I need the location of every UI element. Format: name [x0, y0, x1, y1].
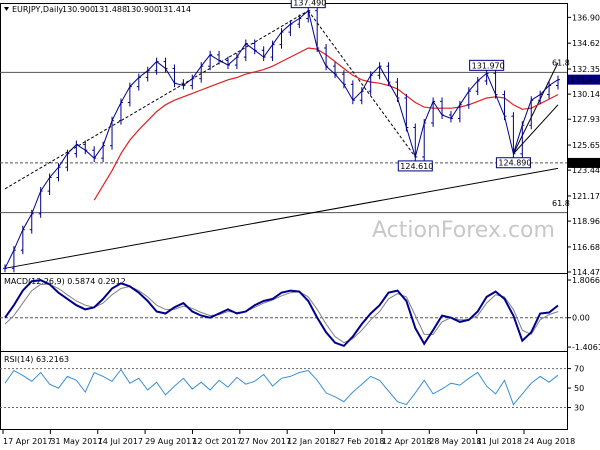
- price-annotation-box: [469, 59, 505, 71]
- ohlc-close: 131.414: [158, 5, 191, 14]
- price-y-tick-label: 127.930: [572, 115, 600, 124]
- rsi-panel-frame: [0, 351, 568, 430]
- price-y-tick-label: 116.685: [572, 243, 600, 252]
- macd-y-tick-label: -1.4061: [572, 343, 600, 352]
- trendline-3: [512, 62, 559, 154]
- last-price-badge: [568, 74, 600, 85]
- rsi-plot: [0, 368, 567, 409]
- x-tick-label: 29 Aug 2017: [145, 437, 196, 446]
- level-label: 124.080: [570, 159, 600, 168]
- x-tick-label: 12 Jan 2018: [287, 437, 335, 446]
- price-annotation: 124.890: [498, 159, 531, 168]
- price-annotation: 137.490: [293, 0, 326, 8]
- price-annotation-box: [495, 157, 531, 169]
- x-tick-label: 17 Apr 2017: [3, 437, 52, 446]
- last-price-label: 131.414: [570, 76, 600, 85]
- x-tick-label: 27 Nov 2017: [240, 437, 291, 446]
- price-line: [4, 9, 559, 269]
- macd-title: MACD(12,26,9) 0.5874 0.2912: [4, 277, 126, 286]
- price-y-tick-label: 130.140: [572, 90, 600, 99]
- price-annotation: 131.970: [472, 61, 505, 70]
- ohlc-high: 131.488: [94, 5, 127, 14]
- trendline-1: [4, 10, 309, 190]
- price-y-tick-label: 132.350: [572, 65, 600, 74]
- macd-plot: [0, 279, 567, 348]
- macd-line: [4, 279, 559, 348]
- symbol-title: EURJPY,Daily: [12, 5, 63, 14]
- x-tick-label: 28 May 2018: [429, 437, 481, 446]
- rsi-line: [4, 368, 559, 406]
- price-y-tick-label: 134.625: [572, 39, 600, 48]
- price-plot: 137.490 131.970 124.610 124.890 61.8 61.8: [0, 0, 570, 273]
- price-y-tick-label: 118.960: [572, 217, 600, 226]
- fib-label: 61.8: [552, 58, 570, 67]
- price-y-tick-label: 136.900: [572, 13, 600, 22]
- ohlc-open: 130.900: [62, 5, 95, 14]
- ohlc-low: 130.900: [126, 5, 159, 14]
- level-badge: [568, 157, 600, 168]
- price-y-tick-label: 121.170: [572, 192, 600, 201]
- rsi-y-tick-label: 30: [574, 404, 584, 413]
- watermark: ActionForex.com: [372, 218, 555, 243]
- x-tick-label: 12 Oct 2017: [192, 437, 241, 446]
- y-axes: 136.900 134.625 132.350 130.140 127.930 125.6…: [567, 13, 600, 413]
- trendline-2: [307, 10, 416, 158]
- macd-y-tick-label: 0.00: [572, 314, 590, 323]
- rsi-title: RSI(14) 63.2163: [4, 355, 69, 364]
- price-y-tick-label: 123.445: [572, 166, 600, 175]
- x-tick-label: 31 May 2017: [50, 437, 102, 446]
- trendline-4: [513, 104, 559, 155]
- price-annotation-box: [290, 0, 326, 9]
- fib-label: 61.8: [552, 199, 570, 208]
- rsi-y-tick-label: 70: [574, 365, 584, 374]
- x-tick-label: 24 Aug 2018: [524, 437, 575, 446]
- price-y-tick-label: 114.475: [572, 268, 600, 277]
- price-y-tick-label: 125.655: [572, 141, 600, 150]
- price-annotation-box: [397, 160, 433, 172]
- trendline-0: [4, 167, 559, 269]
- price-header: EURJPY,Daily 130.900 131.488 130.900 131…: [4, 5, 191, 14]
- macd-y-tick-label: 1.8066: [572, 276, 600, 285]
- x-tick-label: 27 Feb 2018: [335, 437, 385, 446]
- dropdown-triangle-icon: [4, 7, 9, 11]
- x-tick-label: 11 Jul 2018: [477, 437, 522, 446]
- price-annotation: 124.610: [400, 162, 433, 171]
- x-tick-label: 12 Apr 2018: [382, 437, 431, 446]
- rsi-y-tick-label: 50: [574, 384, 584, 393]
- x-tick-label: 14 Jul 2017: [98, 437, 143, 446]
